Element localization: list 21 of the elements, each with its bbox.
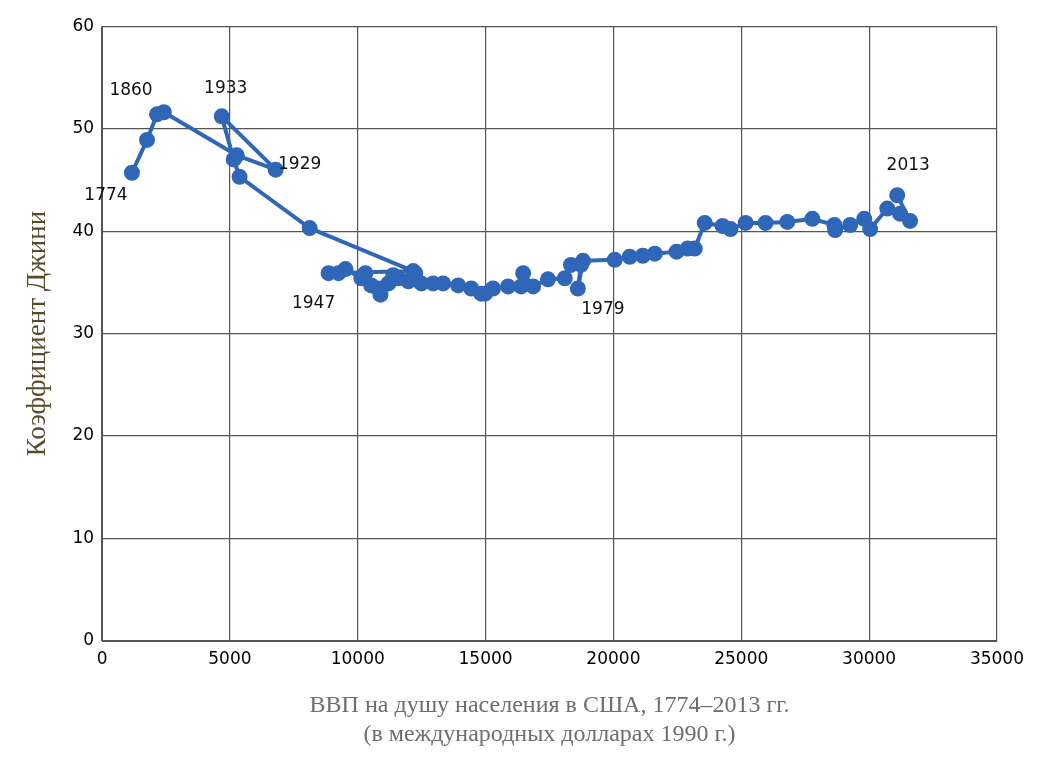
y-tick-label: 20 (72, 424, 95, 445)
x-tick-label: 20000 (586, 647, 641, 668)
x-tick-label: 0 (96, 647, 108, 668)
annotation: 1929 (278, 153, 322, 174)
y-tick-label: 50 (72, 117, 95, 138)
y-tick-label: 10 (72, 526, 95, 547)
annotation: 1860 (109, 78, 153, 99)
x-tick-label: 5000 (208, 647, 252, 668)
x-tick-label: 15000 (458, 647, 513, 668)
y-tick-label: 40 (72, 219, 95, 240)
x-tick-label: 25000 (714, 647, 769, 668)
x-tick-label: 35000 (969, 647, 1025, 668)
x-axis-title: ВВП на душу населения в США, 1774–2013 гг. (в международных долларах 1990 г.) (309, 691, 790, 746)
y-tick-label: 60 (72, 14, 95, 35)
x-tick-label: 10000 (330, 647, 385, 668)
annotation: 2013 (886, 153, 930, 174)
y-tick-label: 0 (83, 629, 95, 650)
x-tick-label: 30000 (842, 647, 897, 668)
y-axis-title: Коэффициент Джини (21, 210, 52, 457)
y-tick-label: 30 (72, 322, 95, 343)
annotation: 1947 (291, 291, 336, 312)
